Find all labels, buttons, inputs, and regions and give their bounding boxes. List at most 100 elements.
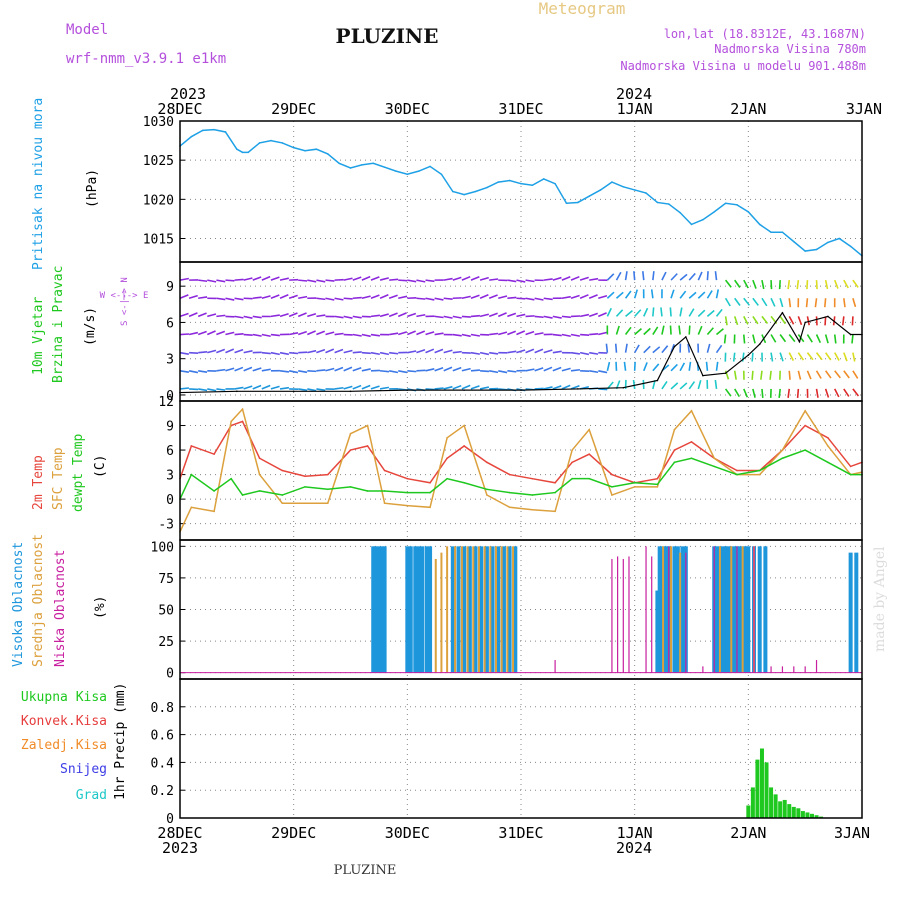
precip-unit: 1hr Precip (mm) xyxy=(113,683,128,800)
bar xyxy=(651,556,653,673)
bar xyxy=(714,546,719,673)
wind-arrow xyxy=(714,271,718,281)
data-point xyxy=(736,204,738,206)
wind-arrow xyxy=(207,349,217,354)
bar xyxy=(782,799,787,818)
wind-arrow xyxy=(307,349,317,354)
model-value: wrf-nmm_v3.9.1 e1km xyxy=(66,51,226,67)
wind-arrow xyxy=(688,381,696,390)
bar xyxy=(737,546,742,673)
wind-arrow xyxy=(525,279,535,283)
data-point xyxy=(474,190,477,193)
wind-arrow xyxy=(787,388,791,398)
wind-arrow xyxy=(543,315,553,319)
data-point xyxy=(588,195,590,197)
wind-arrow xyxy=(516,279,526,283)
wind-arrow xyxy=(570,351,581,355)
bottom-day-label: 28DEC xyxy=(157,824,202,842)
panel-frame xyxy=(179,678,863,819)
wind-arrow xyxy=(197,312,207,318)
bar xyxy=(507,546,512,673)
wind-arrow xyxy=(279,277,289,281)
y-tick-label: 1020 xyxy=(143,193,174,208)
wind-arrow xyxy=(743,297,751,306)
wind-arrow xyxy=(688,272,696,281)
data-point xyxy=(827,315,829,318)
wind-arrow xyxy=(543,386,553,390)
bar xyxy=(655,590,660,673)
wind-arrow xyxy=(624,290,632,299)
data-point xyxy=(747,211,750,213)
bottom-day-label: 29DEC xyxy=(271,824,316,842)
wind-arrow xyxy=(298,279,308,282)
bar xyxy=(466,546,469,673)
bar xyxy=(815,660,818,673)
cloud-legend-high: Visoka Oblacnost xyxy=(11,542,26,667)
wind-arrow xyxy=(834,388,840,398)
wind-arrow xyxy=(334,315,344,319)
wind-arrow xyxy=(188,331,199,336)
data-point xyxy=(758,469,761,472)
bar xyxy=(791,806,796,818)
y-tick-label: 25 xyxy=(158,635,174,650)
wind-arrow xyxy=(179,387,190,390)
wind-arrow xyxy=(234,386,244,390)
bar xyxy=(408,546,413,673)
bar xyxy=(628,556,630,673)
bar xyxy=(773,794,778,818)
wind-arrow xyxy=(316,297,326,301)
wind-arrow xyxy=(289,351,299,355)
wind-arrow xyxy=(605,343,609,353)
wind-arrow xyxy=(461,367,471,372)
bar xyxy=(420,546,425,673)
wind-arrow xyxy=(298,369,308,374)
top-day-label: 30DEC xyxy=(385,100,430,118)
data-point xyxy=(781,457,784,460)
wind-arrow xyxy=(379,294,389,299)
wind-arrow xyxy=(643,327,651,336)
cloud-unit: (%) xyxy=(93,596,108,619)
wind-arrow xyxy=(179,369,190,373)
data-point xyxy=(611,486,613,488)
bar xyxy=(769,787,774,818)
bar xyxy=(446,546,449,673)
wind-arrow xyxy=(598,294,608,300)
wind-arrow xyxy=(398,279,408,282)
bar xyxy=(730,546,733,673)
data-point xyxy=(406,491,409,494)
wind-arrow xyxy=(197,330,207,336)
data-point xyxy=(645,192,647,194)
data-point xyxy=(849,473,852,476)
wind-arrow xyxy=(398,331,408,336)
wind-arrow xyxy=(815,352,823,361)
data-point xyxy=(667,203,670,205)
data-point xyxy=(713,211,716,213)
station-title: PLUZINE xyxy=(336,24,439,48)
data-point xyxy=(508,506,511,509)
wind-arrow xyxy=(207,388,217,392)
wind-arrow xyxy=(379,386,390,390)
data-point xyxy=(611,181,613,183)
wind-arrow xyxy=(788,298,792,308)
top-day-label: 29DEC xyxy=(271,100,316,118)
data-point xyxy=(383,490,386,492)
bar xyxy=(764,762,769,818)
wind-arrow xyxy=(352,315,362,319)
data-point xyxy=(531,477,534,480)
wind-arrow xyxy=(624,326,632,336)
wind-arrow xyxy=(534,297,544,301)
cloud-panel: 0 25 50 75 100 xyxy=(151,539,863,682)
bar xyxy=(484,546,489,673)
wind-arrow xyxy=(334,386,344,390)
wind-arrow xyxy=(316,330,326,336)
data-point xyxy=(258,142,261,144)
data-point xyxy=(849,333,852,336)
wind-arrow xyxy=(279,369,290,373)
wind-arrow xyxy=(198,369,208,373)
wind-arrow xyxy=(198,296,208,300)
bar xyxy=(713,546,715,673)
wind-arrow xyxy=(778,280,781,290)
data-point xyxy=(270,139,272,142)
bar xyxy=(371,546,376,673)
y-tick-label: -3 xyxy=(158,518,174,533)
